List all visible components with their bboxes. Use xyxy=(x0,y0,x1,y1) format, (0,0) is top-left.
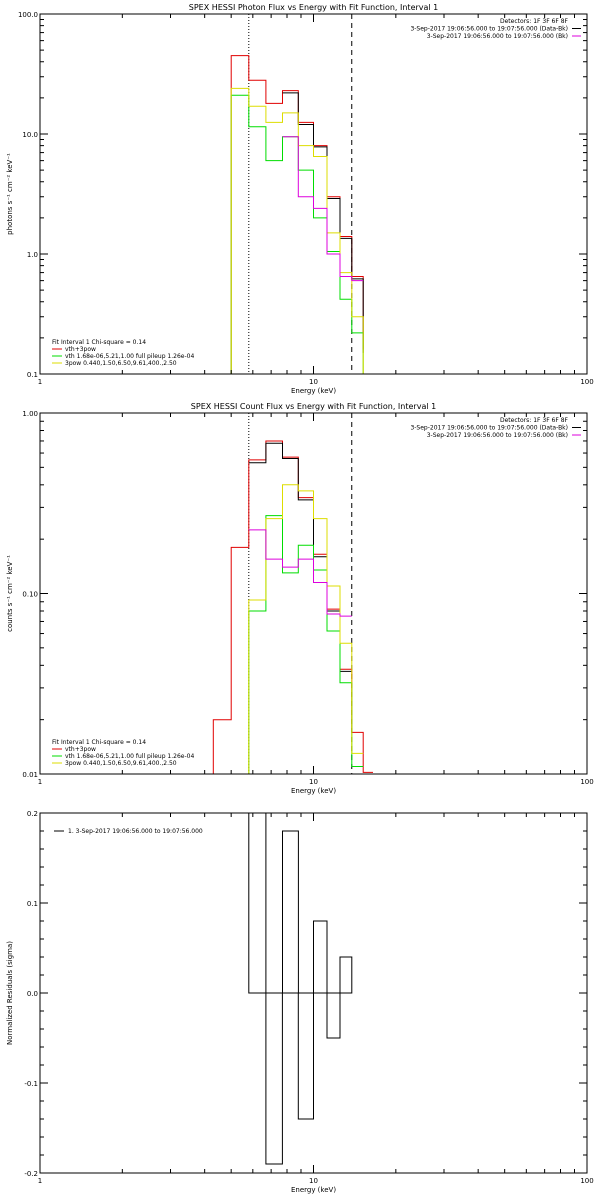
plot-area xyxy=(213,14,364,375)
series-black-step xyxy=(248,442,352,672)
header-line: Detectors: 1F 3F 6F 8F xyxy=(500,417,569,424)
legend: Fit Interval 1 Chi-square = 0.14vth+3pow… xyxy=(52,739,194,767)
y-axis-label: counts s⁻¹ cm⁻² keV⁻¹ xyxy=(6,555,14,632)
x-tick-label: 1 xyxy=(38,378,42,386)
x-tick-label: 100 xyxy=(580,378,593,386)
y-tick-label: 0.2 xyxy=(27,810,38,818)
x-tick-label: 10 xyxy=(309,778,318,786)
y-tick-label: -0.2 xyxy=(24,1170,38,1178)
chart-title: SPEX HESSI Count Flux vs Energy with Fit… xyxy=(191,402,436,411)
header-line: 3-Sep-2017 19:06:56.000 to 19:07:56.000 … xyxy=(410,26,568,33)
x-axis-label: Energy (keV) xyxy=(291,387,336,395)
residual-bar xyxy=(282,830,299,994)
series-magenta-step xyxy=(248,529,352,617)
residual-bar xyxy=(326,992,341,1039)
plot-area xyxy=(248,812,353,1165)
legend-entry: vth 1.68e-06,5.21,1.00 full pileup 1.26e… xyxy=(65,753,194,760)
x-axis: 1 10 100 Energy (keV) xyxy=(38,813,594,1194)
legend-entry: 1. 3-Sep-2017 19:06:56.000 to 19:07:56.0… xyxy=(68,828,203,835)
y-tick-label: 10.0 xyxy=(22,131,38,139)
residual-bar xyxy=(297,992,314,1120)
legend-entry: vth+3pow xyxy=(65,346,96,353)
legend-title: Fit Interval 1 Chi-square = 0.14 xyxy=(52,739,146,746)
residual-bar xyxy=(265,992,283,1165)
y-axis-label: Normalized Residuals (sigma) xyxy=(6,941,14,1045)
legend: 1. 3-Sep-2017 19:06:56.000 to 19:07:56.0… xyxy=(54,828,203,835)
x-tick-label: 100 xyxy=(580,1177,593,1185)
series-red-step xyxy=(213,55,364,375)
y-tick-label: 1.0 xyxy=(27,251,38,259)
residual-bar xyxy=(313,920,328,994)
y-tick-label: -0.1 xyxy=(24,1080,38,1088)
y-tick-label: 0.0 xyxy=(27,990,38,998)
y-tick-label: 100.0 xyxy=(18,11,38,19)
chart-count: SPEX HESSI Count Flux vs Energy with Fit… xyxy=(6,402,594,795)
legend: Fit Interval 1 Chi-square = 0.14vth+3pow… xyxy=(52,339,194,367)
x-axis-label: Energy (keV) xyxy=(291,1186,336,1194)
x-tick-label: 10 xyxy=(309,378,318,386)
legend-entry: vth+3pow xyxy=(65,746,96,753)
x-tick-label: 1 xyxy=(38,778,42,786)
y-axis: -0.2 -0.1 0.0 0.1 0.2 Normalized Residuals (s… xyxy=(6,810,587,1178)
plot-area xyxy=(192,413,373,775)
series-magenta-step xyxy=(282,136,364,282)
y-tick-label: 0.01 xyxy=(22,771,38,779)
chart-title: SPEX HESSI Photon Flux vs Energy with Fi… xyxy=(189,3,439,12)
x-axis: 1 10 100 Energy (keV) xyxy=(38,413,594,795)
chart-photon: SPEX HESSI Photon Flux vs Energy with Fi… xyxy=(6,3,594,395)
x-tick-label: 100 xyxy=(580,778,593,786)
y-tick-label: 0.1 xyxy=(27,371,38,379)
header-line: 3-Sep-2017 19:06:56.000 to 19:07:56.000 … xyxy=(427,432,568,439)
y-tick-label: 0.10 xyxy=(22,591,38,599)
plot-frame xyxy=(39,412,588,775)
residual-bar xyxy=(248,812,267,994)
y-tick-label: 1.00 xyxy=(22,410,38,418)
header-line: 3-Sep-2017 19:06:56.000 to 19:07:56.000 … xyxy=(410,425,568,432)
y-axis: 0.1 1.0 10.0 100.0 photons s⁻¹ cm⁻² keV⁻¹ xyxy=(6,11,587,379)
header-line: 3-Sep-2017 19:06:56.000 to 19:07:56.000 … xyxy=(427,33,568,40)
legend-entry: 3pow 0.440,1.50,6.50,9.61,400.,2.50 xyxy=(65,360,177,367)
x-tick-label: 10 xyxy=(309,1177,318,1185)
series-black-step xyxy=(282,92,364,353)
chart-residuals: 1 10 100 Energy (keV) -0.2 -0.1 0.0 0.1 0.2 Norma… xyxy=(6,810,594,1194)
legend-entry: 3pow 0.440,1.50,6.50,9.61,400.,2.50 xyxy=(65,760,177,767)
y-axis: 0.01 0.10 1.00 counts s⁻¹ cm⁻² keV⁻¹ xyxy=(6,410,587,779)
header-line: Detectors: 1F 3F 6F 8F xyxy=(500,18,569,25)
x-tick-label: 1 xyxy=(38,1177,42,1185)
x-axis: 1 10 100 Energy (keV) xyxy=(38,14,594,395)
x-axis-label: Energy (keV) xyxy=(291,787,336,795)
series-yellow-step xyxy=(213,87,364,375)
residual-bar xyxy=(339,956,353,994)
legend-entry: vth 1.68e-06,5.21,1.00 full pileup 1.26e… xyxy=(65,353,194,360)
y-tick-label: 0.1 xyxy=(27,900,38,908)
y-axis-label: photons s⁻¹ cm⁻² keV⁻¹ xyxy=(6,153,14,235)
legend-title: Fit Interval 1 Chi-square = 0.14 xyxy=(52,339,146,346)
series-yellow-step xyxy=(231,484,364,775)
series-green-step xyxy=(231,515,364,775)
